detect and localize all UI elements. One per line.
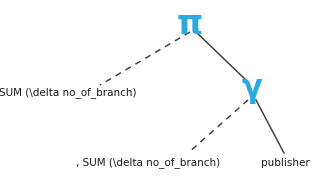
Text: π: π	[177, 9, 203, 41]
Text: γ: γ	[242, 75, 262, 104]
Text: , SUM (\delta no_of_branch): , SUM (\delta no_of_branch)	[76, 158, 220, 168]
Text: SUM (\delta no_of_branch): SUM (\delta no_of_branch)	[0, 87, 137, 98]
Text: publisher: publisher	[260, 158, 309, 168]
